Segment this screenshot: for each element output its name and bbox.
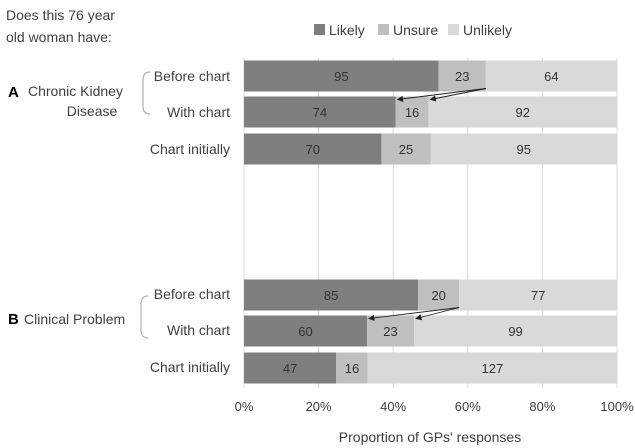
legend-label-unsure: Unsure: [393, 22, 438, 38]
group-b-row-1-label: Before chart: [154, 286, 230, 302]
shift-arrow: [415, 307, 460, 321]
bar-segment-likely: [244, 96, 396, 128]
bar-value-label: 20: [431, 288, 445, 303]
bar-value-label: 47: [283, 361, 297, 376]
chart-title-line-1: Does this 76 year: [6, 7, 115, 23]
bar-value-label: 23: [383, 324, 397, 339]
bar-value-label: 60: [298, 324, 312, 339]
bar-segment-likely: [244, 315, 367, 347]
group-b-bracket: [140, 295, 149, 339]
x-tick-label: 80%: [529, 399, 555, 414]
legend-swatch-likely: [314, 24, 325, 35]
bar-segment-unlikely: [428, 96, 617, 128]
bar-segment-unlikely: [485, 60, 617, 92]
x-tick-label: 60%: [455, 399, 481, 414]
group-a-letter: A: [8, 84, 19, 101]
bar-segment-likely: [244, 352, 337, 384]
bar-value-label: 64: [544, 69, 558, 84]
x-tick-label: 100%: [600, 399, 634, 414]
bar-value-label: 16: [345, 361, 359, 376]
group-a-name-line-1: Chronic Kidney: [28, 83, 123, 99]
bar-segment-unsure: [438, 60, 486, 92]
group-b-row-3-label: Chart initially: [150, 359, 230, 375]
bar-segment-likely: [244, 60, 439, 92]
shift-arrow: [396, 88, 486, 102]
x-tick-label: 0%: [235, 399, 254, 414]
group-a-bracket: [142, 71, 151, 115]
bar-value-label: 16: [405, 105, 419, 120]
bar-segment-unlikely: [414, 315, 617, 347]
bar-segment-likely: [244, 279, 419, 311]
group-b-row-2-label: With chart: [167, 322, 230, 338]
legend-swatch-unsure: [378, 24, 389, 35]
bar-segment-likely: [244, 133, 382, 165]
bar-segment-unsure: [336, 352, 368, 384]
bar-segment-unsure: [418, 279, 460, 311]
x-axis-ticks: 0% 20% 40% 60% 80% 100%: [235, 399, 634, 414]
bar-segment-unsure: [381, 133, 431, 165]
chart-title-line-2: old woman have:: [6, 29, 112, 45]
group-a-row-3-label: Chart initially: [150, 141, 230, 157]
bar-value-label: 127: [481, 361, 503, 376]
shift-arrow: [368, 307, 460, 321]
x-axis-title: Proportion of GPs' responses: [339, 429, 521, 445]
bar-segment-unlikely: [430, 133, 617, 165]
x-tick-label: 40%: [380, 399, 406, 414]
legend: Likely Unsure Unlikely: [314, 22, 512, 38]
bars: 95 23 64 74 16 92 70 25 95 85 20 77 60 23 99 47 16 127: [244, 60, 617, 384]
bar-value-label: 95: [517, 142, 531, 157]
shift-arrow: [429, 88, 486, 102]
bar-segment-unlikely: [367, 352, 617, 384]
bar-segment-unlikely: [459, 279, 617, 311]
group-a-row-1-label: Before chart: [154, 68, 230, 84]
bar-value-label: 77: [531, 288, 545, 303]
group-a-row-2-label: With chart: [167, 104, 230, 120]
change-arrows: [368, 88, 486, 321]
bar-value-label: 92: [515, 105, 529, 120]
bar-value-label: 95: [334, 69, 348, 84]
legend-swatch-unlikely: [448, 24, 459, 35]
bar-value-label: 74: [313, 105, 327, 120]
group-b-letter: B: [8, 311, 19, 328]
bar-value-label: 23: [455, 69, 469, 84]
bar-segment-unsure: [366, 315, 415, 347]
group-a-name-line-2: Disease: [67, 103, 118, 119]
bar-value-label: 70: [305, 142, 319, 157]
x-tick-label: 20%: [306, 399, 332, 414]
bar-value-label: 25: [399, 142, 413, 157]
legend-label-likely: Likely: [329, 22, 365, 38]
legend-label-unlikely: Unlikely: [463, 22, 512, 38]
group-b-name-line-1: Clinical Problem: [24, 311, 125, 327]
bar-value-label: 99: [508, 324, 522, 339]
bar-value-label: 85: [324, 288, 338, 303]
